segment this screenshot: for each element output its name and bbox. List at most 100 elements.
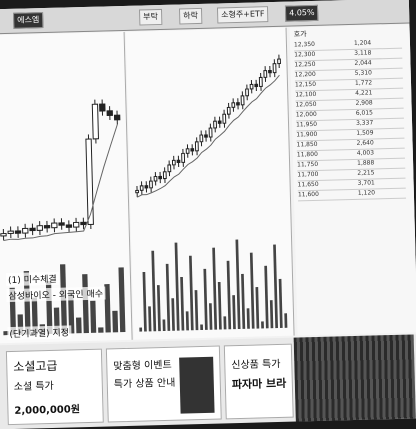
- volume-bar: [203, 269, 207, 330]
- ad-mid[interactable]: 맞춤형 이벤트 특가 상품 안내: [106, 346, 222, 423]
- order-qty: 2,640: [356, 139, 373, 146]
- overlay-text-1: (1) 미수체결: [6, 272, 59, 286]
- order-book-header: 호가: [294, 29, 307, 39]
- candle: [182, 153, 185, 162]
- order-price: 12,150: [295, 81, 316, 89]
- toolbar-tab-4[interactable]: 소형주+ETF: [217, 6, 269, 23]
- toolbar-tab-3[interactable]: 하락: [179, 8, 202, 25]
- candle: [218, 121, 221, 123]
- order-price: 11,650: [298, 181, 319, 189]
- candle: [30, 228, 35, 230]
- candle: [145, 186, 148, 188]
- volume-bar: [148, 306, 151, 331]
- overlay-text-3: (단기과열) 지정: [7, 325, 71, 340]
- candle: [223, 114, 226, 123]
- candle: [163, 172, 166, 179]
- volume-bar: [270, 300, 273, 328]
- candle: [227, 107, 230, 114]
- candle: [44, 225, 49, 227]
- volume-bar: [82, 274, 89, 333]
- main-candles: [126, 28, 294, 340]
- volume-bar: [284, 313, 287, 328]
- volume-bar: [186, 311, 189, 330]
- volume-bar: [264, 266, 268, 329]
- volume-bar: [139, 328, 142, 332]
- volume-bar: [118, 267, 125, 332]
- volume-bar: [261, 321, 264, 328]
- toolbar-tab-2[interactable]: 부탁: [139, 9, 162, 26]
- order-qty: 6,015: [356, 109, 373, 116]
- candle: [214, 121, 217, 128]
- toolbar-tab-1[interactable]: 에스엠: [13, 12, 44, 29]
- candle: [154, 176, 157, 181]
- candle: [136, 190, 139, 192]
- candle: [92, 104, 98, 139]
- volume-bar: [223, 316, 226, 329]
- volume-bar: [232, 295, 236, 329]
- candle: [241, 96, 244, 105]
- ad-left-price: 2,000,000원: [14, 400, 80, 417]
- ad-left-title: 소셜고급: [13, 357, 58, 375]
- volume-bar: [166, 264, 170, 331]
- volume-bar: [151, 251, 156, 332]
- order-qty: 1,888: [357, 159, 374, 166]
- candle: [168, 165, 171, 172]
- order-price: 11,850: [297, 141, 318, 149]
- candle: [66, 225, 71, 227]
- order-qty: 5,310: [355, 69, 372, 76]
- ad-mid-sub: 특가 상품 안내: [114, 374, 176, 391]
- candle: [250, 84, 253, 89]
- candle: [237, 103, 240, 105]
- order-qty: 3,118: [354, 49, 371, 56]
- order-qty: 1,509: [356, 129, 373, 136]
- volume-bar: [195, 290, 199, 330]
- candle: [114, 115, 119, 120]
- volume-bar: [247, 308, 250, 329]
- candle: [37, 226, 42, 231]
- volume-bar: [175, 243, 180, 331]
- volume-bar: [171, 298, 175, 331]
- volume-bar: [255, 287, 259, 329]
- volume-bar: [279, 279, 283, 328]
- volume-bar: [212, 248, 217, 330]
- candle: [86, 139, 94, 224]
- order-qty: 2,044: [354, 59, 371, 66]
- ad-left[interactable]: 소셜고급 소셜 특가 2,000,000원: [6, 349, 104, 425]
- candle: [1, 234, 6, 236]
- candle: [191, 149, 194, 151]
- candle: [100, 104, 105, 111]
- candle: [150, 181, 153, 188]
- candle: [81, 222, 86, 224]
- volume-bar: [112, 311, 118, 333]
- candle: [195, 142, 198, 151]
- chart-left-panel: (1) 미수체결 삼성바이오 - 외국인 매수 (단기과열) 지정: [0, 32, 133, 343]
- volume-bar: [76, 317, 82, 333]
- candle: [264, 71, 267, 78]
- candle: [15, 231, 20, 233]
- order-qty: 4,221: [355, 89, 372, 96]
- candle: [205, 135, 208, 137]
- ad-right-sub: 신상품 특가: [231, 355, 281, 371]
- candle: [107, 111, 112, 116]
- ad-mid-title: 맞춤형 이벤트: [113, 356, 172, 373]
- ad-right[interactable]: 신상품 특가 파자마 브라: [224, 344, 294, 420]
- candle: [255, 84, 258, 86]
- order-price: 12,100: [295, 91, 316, 99]
- order-price: 11,800: [297, 151, 318, 159]
- volume-bar: [163, 319, 166, 331]
- candle: [52, 223, 57, 228]
- volume-bar: [189, 256, 194, 331]
- change-rate: 4.05%: [285, 5, 319, 22]
- ad-photo: [294, 334, 416, 421]
- overlay-text-2: 삼성바이오 - 외국인 매수: [6, 287, 105, 303]
- order-price: 11,750: [297, 161, 318, 169]
- candle: [8, 231, 13, 233]
- candle: [259, 77, 262, 86]
- order-qty: 2,215: [357, 169, 374, 176]
- ad-left-sub: 소셜 특가: [14, 377, 54, 393]
- candle: [172, 160, 175, 165]
- volume-bar: [209, 303, 212, 330]
- volume-bar: [218, 282, 222, 330]
